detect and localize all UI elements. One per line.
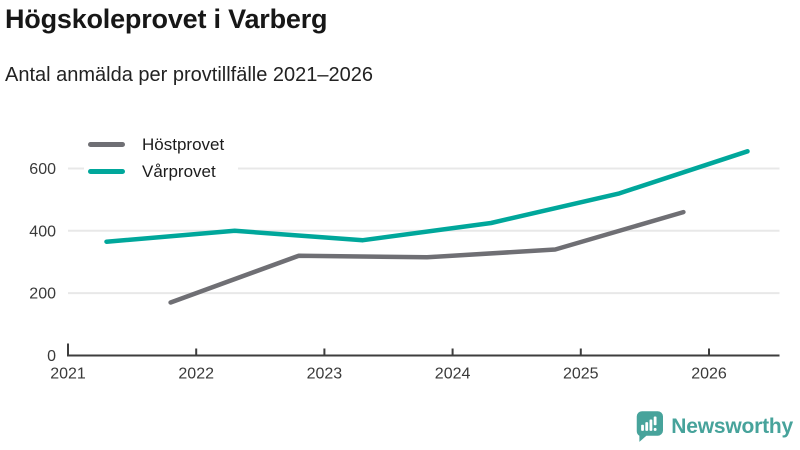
legend-label: Höstprovet <box>142 134 225 154</box>
svg-text:2026: 2026 <box>691 366 727 383</box>
svg-text:200: 200 <box>29 286 56 303</box>
chart-legend: Höstprovet Vårprovet <box>84 129 239 187</box>
newsworthy-icon <box>637 411 664 442</box>
newsworthy-wordmark: Newsworthy <box>671 414 793 438</box>
chart-subtitle: Antal anmälda per provtillfälle 2021–202… <box>5 64 374 86</box>
newsworthy-logo: Newsworthy <box>635 410 793 443</box>
legend-item-varprovet: Vårprovet <box>88 158 224 185</box>
hostprovet-line-swatch <box>88 142 125 147</box>
legend-item-hostprovet: Höstprovet <box>88 131 224 158</box>
svg-text:2025: 2025 <box>563 366 599 383</box>
svg-text:2024: 2024 <box>435 366 471 383</box>
svg-text:0: 0 <box>47 348 56 365</box>
svg-text:2021: 2021 <box>50 366 86 383</box>
legend-label: Vårprovet <box>142 161 216 181</box>
svg-text:2023: 2023 <box>307 366 343 383</box>
varprovet-line-swatch <box>88 169 125 174</box>
svg-text:600: 600 <box>29 161 56 178</box>
svg-text:2022: 2022 <box>178 366 214 383</box>
page-title: Högskoleprovet i Varberg <box>5 4 328 34</box>
svg-text:400: 400 <box>29 223 56 240</box>
